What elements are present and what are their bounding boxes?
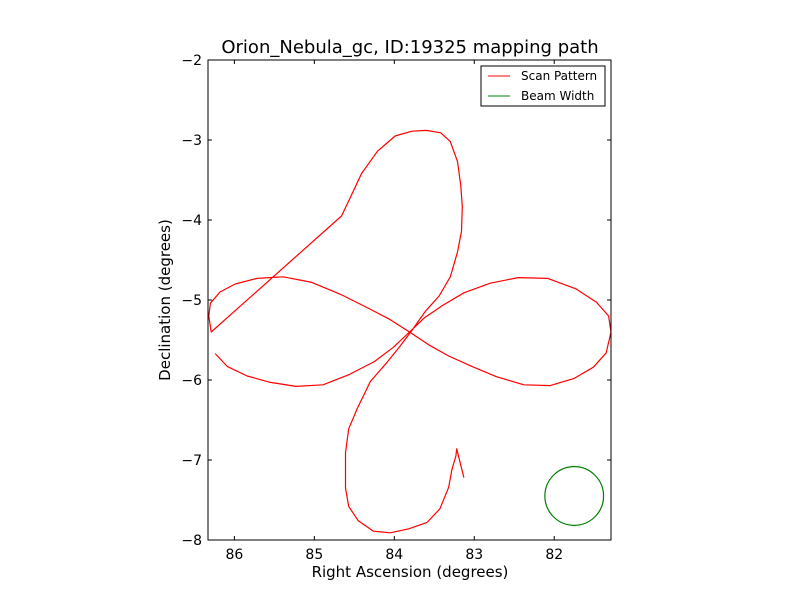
x-axis-label: Right Ascension (degrees) (312, 563, 509, 581)
y-tick-label: −5 (181, 293, 202, 309)
legend: Scan Pattern Beam Width (480, 65, 606, 107)
y-tick-label: −3 (181, 133, 202, 149)
plot-area (208, 60, 611, 540)
y-tick-label: −7 (181, 453, 202, 469)
y-tick-label: −8 (181, 533, 202, 549)
legend-box (480, 65, 606, 107)
plot-frame (207, 59, 612, 541)
x-tick-label: 85 (305, 547, 323, 563)
series-layer (208, 129, 611, 534)
chart-title: Orion_Nebula_gc, ID:19325 mapping path (221, 37, 598, 58)
y-tick-label: −2 (181, 53, 202, 69)
y-axis-label: Declination (degrees) (156, 219, 174, 381)
legend-label-beam-width: Beam Width (521, 89, 594, 103)
x-tick-label: 83 (465, 547, 483, 563)
series-beam-width (544, 466, 605, 526)
y-tick-label: −6 (181, 373, 202, 389)
tick-layer: 86 85 84 83 82 −2 −3 −4 −5 −6 −7 −8 (181, 53, 611, 563)
x-tick-label: 82 (545, 547, 563, 563)
x-tick-label: 86 (225, 547, 243, 563)
y-tick-label: −4 (181, 213, 202, 229)
legend-label-scan-pattern: Scan Pattern (521, 69, 597, 83)
x-tick-label: 84 (385, 547, 403, 563)
series-scan-pattern (208, 129, 611, 534)
